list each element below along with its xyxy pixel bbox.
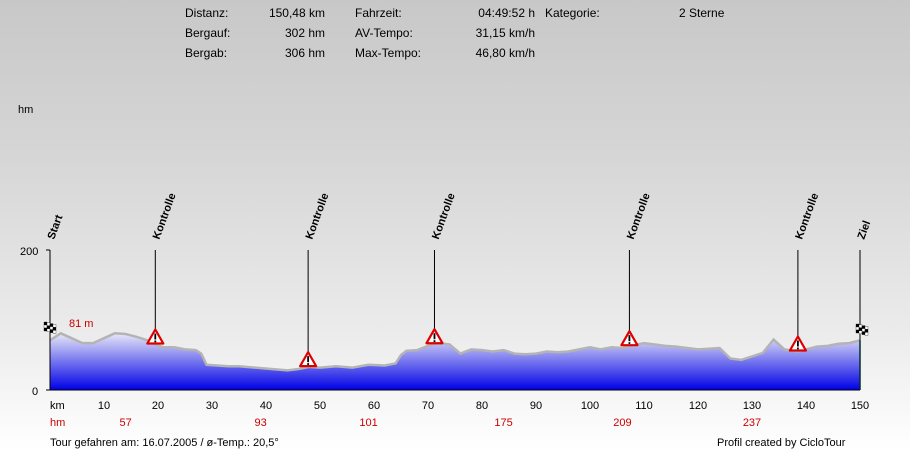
distanz-value: 150,48 km: [268, 6, 325, 20]
marker-label: Start: [46, 213, 66, 241]
start-height-label: 81 m: [69, 318, 93, 330]
marker-label: Kontrolle: [430, 192, 458, 241]
avtempo-label: AV-Tempo:: [355, 26, 413, 40]
x-tick-label: 130: [743, 400, 761, 412]
hm-row-label: hm: [50, 417, 65, 429]
kategorie-value: 2 Sterne: [679, 6, 725, 20]
maxtempo-label: Max-Tempo:: [355, 46, 422, 60]
elevation-line: [49, 331, 861, 372]
x-tick-label: 40: [260, 400, 272, 412]
marker-label: Kontrolle: [793, 192, 821, 241]
x-tick-label: 70: [422, 400, 434, 412]
x-tick-label: 150: [851, 400, 869, 412]
bergauf-value: 302 hm: [284, 26, 325, 40]
warning-icon: [299, 351, 318, 368]
x-tick-label: 140: [797, 400, 815, 412]
profile-credit: Profil created by CicloTour: [717, 437, 846, 449]
elevation-area: [50, 333, 860, 390]
avtempo-value: 31,15 km/h: [475, 26, 535, 40]
bergab-label: Bergab:: [185, 46, 228, 60]
x-tick-label: 110: [635, 400, 653, 412]
fahrzeit-value: 04:49:52 h: [478, 6, 535, 20]
bergauf-label: Bergauf:: [185, 26, 231, 40]
x-tick-label: 120: [689, 400, 707, 412]
hm-row-value: 209: [613, 417, 631, 429]
x-tick-label: 50: [314, 400, 326, 412]
maxtempo-value: 46,80 km/h: [475, 46, 535, 60]
x-tick-label: 90: [530, 400, 542, 412]
tour-info: Tour gefahren am: 16.07.2005 / ø-Temp.: …: [50, 437, 279, 449]
x-tick-label: 60: [368, 400, 380, 412]
hm-row-value: 237: [743, 417, 761, 429]
marker-label: Kontrolle: [304, 192, 332, 241]
bergab-value: 306 hm: [284, 46, 325, 60]
y-axis-label: hm: [18, 104, 33, 116]
x-tick-label: 80: [476, 400, 488, 412]
checkered-flag-icon: [855, 323, 869, 336]
hm-row-value: 175: [494, 417, 512, 429]
x-tick-label: 100: [581, 400, 599, 412]
warning-icon: [425, 328, 444, 345]
x-tick-label: 30: [206, 400, 218, 412]
warning-icon: [146, 328, 165, 345]
hm-row-value: 101: [359, 417, 377, 429]
distanz-label: Distanz:: [185, 6, 229, 20]
hm-row-value: 57: [119, 417, 131, 429]
hm-row-value: 93: [254, 417, 266, 429]
marker-label: Ziel: [856, 219, 874, 241]
warning-icon: [620, 330, 639, 347]
fahrzeit-label: Fahrzeit:: [355, 6, 402, 20]
kategorie-label: Kategorie:: [545, 6, 600, 20]
marker-label: Kontrolle: [625, 192, 653, 241]
x-tick-label: 10: [98, 400, 110, 412]
checkered-flag-icon: [43, 321, 57, 334]
x-tick-label: 20: [152, 400, 164, 412]
x-axis-prefix: km: [50, 400, 65, 412]
y-tick-label: 0: [32, 386, 38, 398]
marker-label: Kontrolle: [151, 192, 179, 241]
warning-icon: [788, 335, 808, 352]
y-tick-label: 200: [20, 246, 38, 258]
